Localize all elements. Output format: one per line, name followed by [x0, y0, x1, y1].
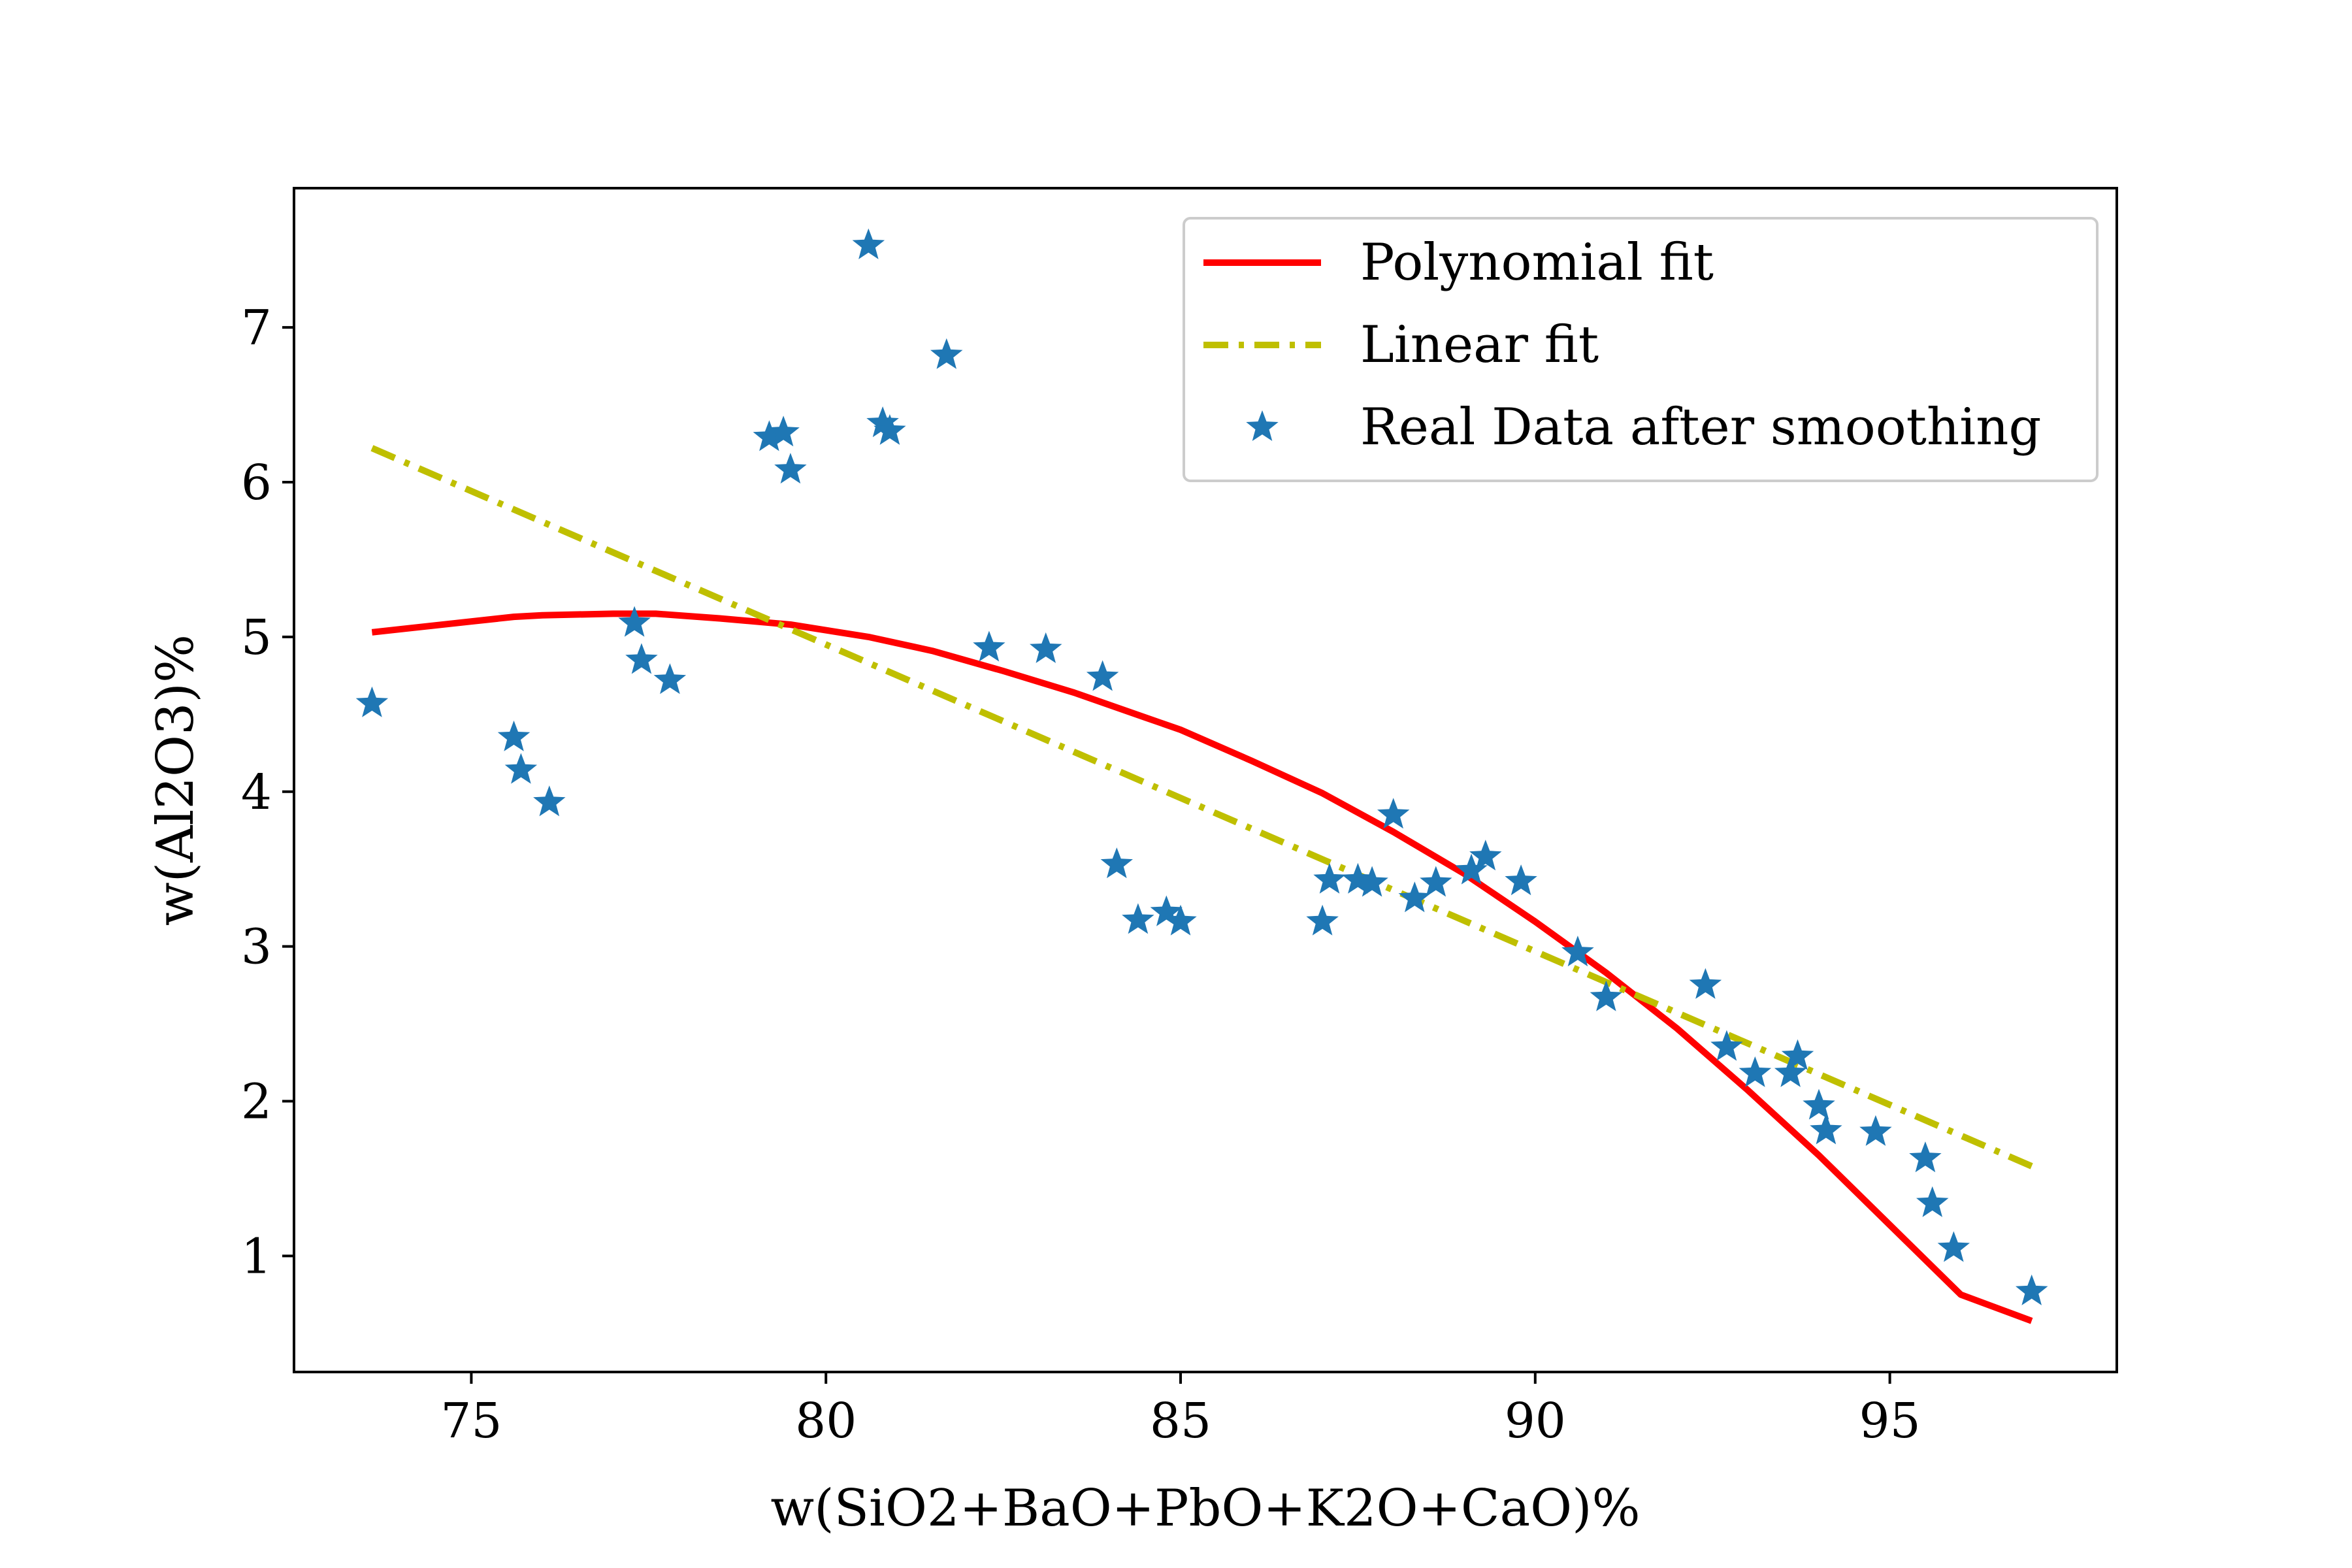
data-point — [852, 228, 885, 259]
y-tick-label: 1 — [241, 1228, 272, 1284]
y-tick-label: 6 — [241, 455, 272, 511]
data-point — [504, 753, 538, 784]
data-point — [1377, 798, 1410, 829]
data-point — [1164, 904, 1197, 936]
legend-label: Polynomial fit — [1360, 233, 1714, 292]
data-point — [767, 416, 800, 447]
series-line — [370, 445, 2033, 1169]
data-point — [1030, 632, 1062, 663]
plot-frame — [293, 187, 2118, 1373]
data-point — [1100, 847, 1133, 879]
data-point — [1710, 1030, 1743, 1061]
legend-box — [1183, 217, 2099, 482]
legend: Polynomial fit Linear fit Real Data after … — [1183, 217, 2099, 482]
data-point — [930, 338, 963, 369]
data-point — [653, 663, 687, 694]
data-point — [1356, 866, 1388, 897]
data-point — [1916, 1186, 1949, 1217]
data-point — [1689, 968, 1722, 999]
legend-swatch — [1246, 410, 1279, 441]
legend-label: Real Data after smoothing — [1360, 398, 2041, 457]
y-tick-label: 5 — [241, 610, 272, 666]
axis-ticks: 75 80 85 90 95 1 2 3 4 5 6 7 — [241, 300, 1921, 1449]
data-point — [753, 420, 786, 451]
data-point — [1398, 881, 1431, 913]
data-point — [2016, 1274, 2048, 1305]
y-tick-label: 2 — [241, 1073, 272, 1130]
x-axis-label: w(SiO2+BaO+PbO+K2O+CaO)% — [770, 1479, 1640, 1538]
x-tick-label: 80 — [795, 1393, 857, 1449]
data-point — [1774, 1056, 1807, 1087]
data-point — [1909, 1141, 1942, 1173]
data-point — [355, 686, 389, 717]
data-point — [497, 720, 531, 751]
y-tick-label: 7 — [241, 300, 272, 356]
data-point — [1420, 866, 1452, 897]
data-point — [1590, 980, 1623, 1011]
data-point — [973, 630, 1005, 662]
data-point — [1810, 1113, 1842, 1145]
data-point — [1306, 904, 1339, 936]
data-point — [1469, 840, 1502, 871]
data-point — [1859, 1115, 1892, 1146]
data-point — [1561, 936, 1594, 967]
x-tick-label: 85 — [1150, 1393, 1211, 1449]
y-axis-label: w(Al2O3)% — [146, 634, 205, 926]
data-point — [618, 606, 651, 637]
y-tick-label: 3 — [241, 919, 272, 975]
y-tick-label: 4 — [241, 764, 272, 821]
series-line — [371, 610, 2033, 1324]
legend-label: Linear fit — [1360, 316, 1599, 374]
data-point — [1803, 1088, 1835, 1120]
data-point — [1313, 862, 1346, 894]
data-point — [1739, 1056, 1772, 1087]
data-point — [1455, 853, 1488, 885]
data-point — [1505, 864, 1537, 896]
data-point — [625, 643, 658, 674]
x-tick-label: 75 — [440, 1393, 502, 1449]
data-point — [1937, 1231, 1970, 1262]
data-point — [533, 785, 566, 817]
data-point — [1122, 903, 1154, 934]
x-tick-label: 90 — [1505, 1393, 1566, 1449]
data-point — [874, 414, 906, 445]
x-tick-label: 95 — [1859, 1393, 1921, 1449]
plot-area — [355, 228, 2048, 1324]
data-point — [866, 406, 899, 438]
data-point — [1086, 660, 1119, 691]
data-point — [1150, 895, 1183, 926]
data-point — [1781, 1039, 1814, 1070]
data-point — [774, 453, 807, 484]
